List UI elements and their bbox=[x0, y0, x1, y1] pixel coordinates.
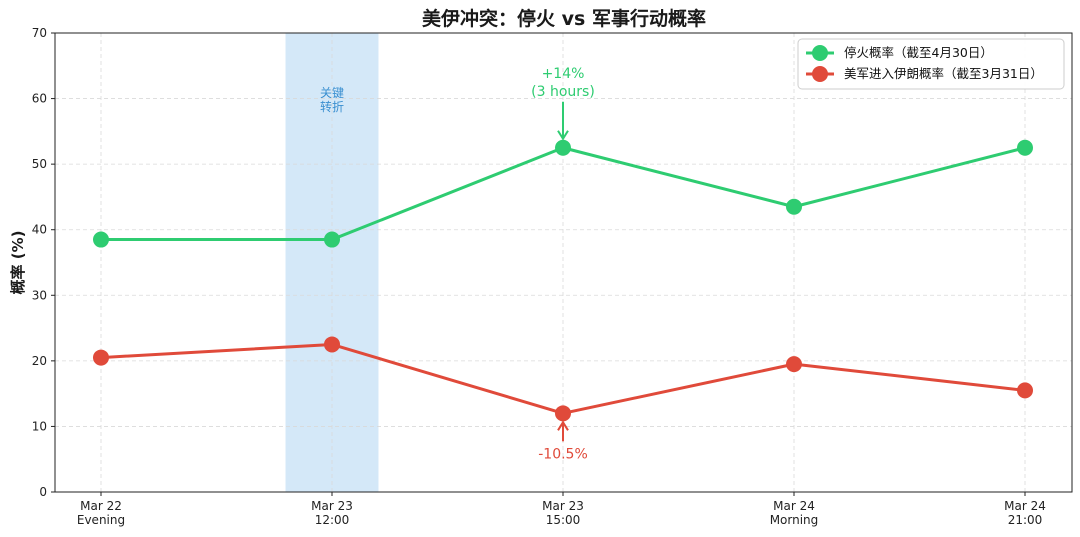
chart-title: 美伊冲突：停火 vs 军事行动概率 bbox=[422, 7, 706, 30]
y-tick-label: 30 bbox=[32, 288, 47, 302]
y-tick-label: 60 bbox=[32, 92, 47, 106]
data-point bbox=[786, 356, 802, 373]
y-tick-label: 50 bbox=[32, 157, 47, 171]
data-point bbox=[93, 231, 109, 248]
data-point bbox=[1017, 382, 1033, 399]
x-tick-label: 12:00 bbox=[315, 513, 350, 527]
data-point bbox=[93, 349, 109, 366]
legend-label: 停火概率（截至4月30日） bbox=[844, 45, 993, 60]
data-point bbox=[324, 336, 340, 353]
legend-swatch-marker bbox=[812, 66, 828, 82]
y-tick-label: 0 bbox=[39, 485, 47, 499]
x-tick-label: Mar 23 bbox=[542, 499, 584, 513]
annotation-label: -10.5% bbox=[538, 446, 588, 462]
y-axis-label: 概率 (%) bbox=[9, 231, 27, 295]
x-tick-label: 21:00 bbox=[1008, 513, 1043, 527]
legend-swatch-marker bbox=[812, 45, 828, 61]
annotation-label: (3 hours) bbox=[531, 84, 595, 100]
y-tick-label: 10 bbox=[32, 419, 47, 433]
y-tick-label: 40 bbox=[32, 223, 47, 237]
annotation-arrowhead bbox=[557, 420, 569, 431]
x-tick-label: Mar 24 bbox=[773, 499, 815, 513]
data-point bbox=[1017, 139, 1033, 156]
legend-box bbox=[797, 38, 1065, 90]
x-tick-label: Evening bbox=[77, 513, 125, 527]
x-tick-label: 15:00 bbox=[546, 513, 581, 527]
data-point bbox=[555, 139, 571, 156]
data-point bbox=[324, 231, 340, 248]
data-point bbox=[786, 198, 802, 215]
y-tick-label: 70 bbox=[32, 26, 47, 40]
x-tick-label: Mar 22 bbox=[80, 499, 122, 513]
y-tick-label: 20 bbox=[32, 354, 47, 368]
x-tick-label: Mar 23 bbox=[311, 499, 353, 513]
annotation-arrowhead bbox=[557, 130, 569, 141]
shaded-region bbox=[285, 33, 379, 492]
x-tick-label: Morning bbox=[770, 513, 819, 527]
annotation-label: +14% bbox=[542, 66, 585, 82]
data-point bbox=[555, 405, 571, 422]
legend-label: 美军进入伊朗概率（截至3月31日） bbox=[844, 66, 1043, 81]
x-tick-label: Mar 24 bbox=[1004, 499, 1046, 513]
